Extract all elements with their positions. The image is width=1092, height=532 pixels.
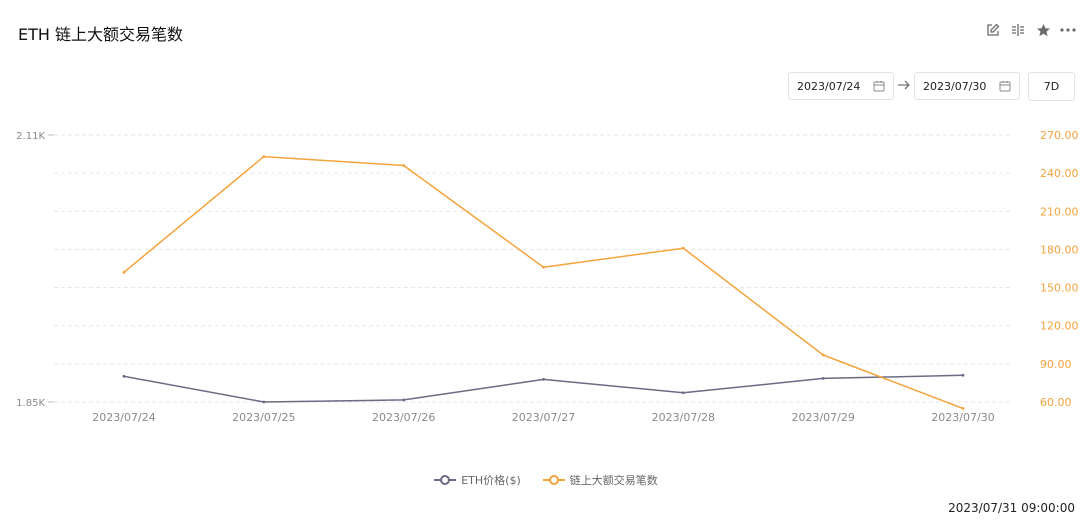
data-point-large-tx — [542, 265, 545, 269]
end-date-field[interactable]: 2023/07/30 — [914, 72, 1020, 100]
legend-label-large-tx: 链上大额交易笔数 — [569, 474, 658, 487]
x-axis-tick-label: 2023/07/30 — [931, 411, 994, 424]
data-point-eth-price — [122, 374, 126, 378]
data-point-large-tx — [961, 406, 965, 410]
period-7d-button[interactable]: 7D — [1028, 72, 1075, 101]
star-icon[interactable] — [1035, 22, 1051, 38]
x-axis-tick-label: 2023/07/27 — [512, 411, 575, 424]
chart-toolbar — [985, 22, 1076, 38]
line-chart: 270.00 240.00 210.00 180.00 150.00 120.00 90.0… — [16, 129, 1079, 424]
legend-label-eth-price: ETH价格($) — [461, 474, 521, 487]
legend-swatch-large-tx — [542, 475, 565, 485]
data-point-eth-price — [542, 378, 545, 381]
series-line-large-tx — [123, 155, 964, 410]
data-point-large-tx — [402, 164, 406, 167]
start-date-value: 2023/07/24 — [797, 79, 861, 93]
arrow-right-icon — [898, 80, 910, 90]
x-axis-tick-label: 2023/07/29 — [791, 411, 854, 424]
left-axis-tick-label: 2.11K — [16, 131, 45, 142]
update-timestamp: 2023/07/31 09:00:00 — [948, 501, 1075, 515]
right-axis-tick-label: 270.00 — [1040, 129, 1079, 142]
legend-item-large-tx[interactable]: 链上大额交易笔数 — [542, 472, 658, 488]
calendar-icon — [873, 81, 885, 92]
edit-icon[interactable] — [985, 22, 1001, 38]
right-axis-tick-label: 240.00 — [1040, 167, 1079, 180]
legend-swatch-eth-price — [434, 475, 457, 485]
right-axis-tick-label: 60.00 — [1040, 396, 1072, 409]
right-axis-tick-label: 180.00 — [1040, 243, 1079, 256]
data-point-large-tx — [262, 155, 266, 159]
x-axis-tick-label: 2023/07/24 — [92, 411, 155, 424]
x-axis-tick-label: 2023/07/26 — [372, 411, 435, 424]
data-point-large-tx — [681, 246, 685, 250]
data-point-eth-price — [821, 376, 825, 380]
x-axis-tick-label: 2023/07/28 — [652, 411, 715, 424]
x-axis-tick-label: 2023/07/25 — [232, 411, 295, 424]
calendar-icon — [999, 81, 1011, 92]
chart-legend: ETH价格($) 链上大额交易笔数 — [0, 472, 1092, 488]
left-axis-tick-label: 1.85K — [16, 398, 45, 409]
data-point-large-tx — [821, 353, 825, 357]
legend-item-eth-price[interactable]: ETH价格($) — [434, 472, 521, 488]
right-axis-tick-label: 150.00 — [1040, 282, 1079, 295]
data-point-eth-price — [681, 391, 685, 395]
more-icon[interactable] — [1060, 22, 1076, 38]
compare-icon[interactable] — [1010, 22, 1026, 38]
right-axis-tick-label: 120.00 — [1040, 320, 1079, 333]
data-point-large-tx — [122, 270, 126, 274]
data-point-eth-price — [262, 400, 266, 404]
data-point-eth-price — [961, 373, 965, 377]
start-date-field[interactable]: 2023/07/24 — [788, 72, 894, 100]
right-axis-tick-label: 90.00 — [1040, 358, 1072, 371]
end-date-value: 2023/07/30 — [923, 79, 987, 93]
right-axis-tick-label: 210.00 — [1040, 205, 1079, 218]
page-title: ETH 链上大额交易笔数 — [18, 25, 184, 44]
data-point-eth-price — [402, 398, 406, 402]
